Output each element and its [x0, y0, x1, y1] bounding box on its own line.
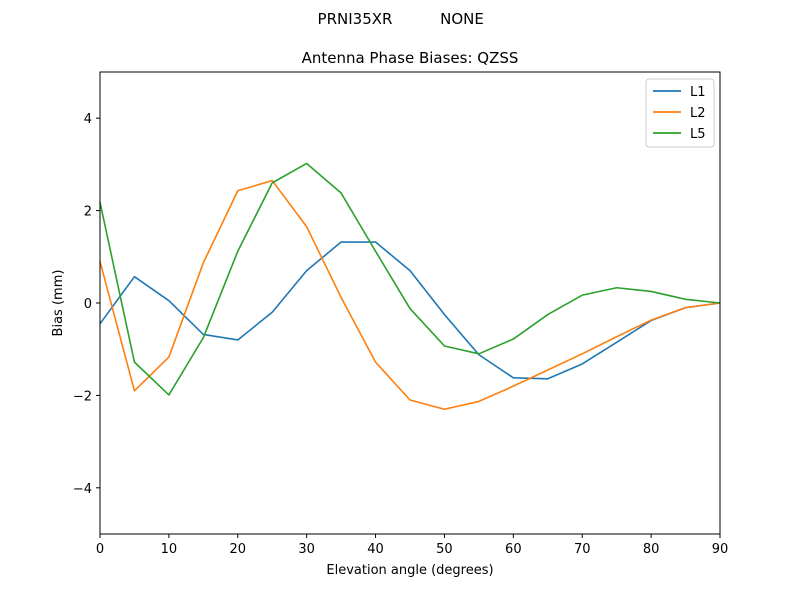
plot-lines	[99, 162, 721, 411]
series-line-l5	[99, 162, 721, 396]
x-tick-label: 70	[574, 542, 591, 557]
plot-frame	[99, 71, 721, 535]
series-line-l2	[99, 179, 721, 411]
x-tick-label: 10	[161, 542, 178, 557]
x-tick-label: 50	[436, 542, 453, 557]
chart-header-radome: NONE	[440, 10, 484, 28]
series-line-l1	[99, 241, 721, 380]
x-tick-label: 90	[712, 542, 729, 557]
y-tick-label: 0	[84, 297, 92, 312]
x-tick-label: 60	[505, 542, 522, 557]
x-tick-label: 20	[230, 542, 247, 557]
legend-label-l1: L1	[690, 85, 706, 100]
chart-header-antenna: PRNI35XR	[318, 10, 393, 28]
y-tick-label: −2	[73, 389, 92, 404]
x-axis-label: Elevation angle (degrees)	[326, 563, 493, 578]
y-tick-label: 4	[84, 112, 92, 127]
x-tick-label: 80	[643, 542, 660, 557]
legend-label-l5: L5	[690, 127, 706, 142]
legend-box	[645, 78, 715, 148]
y-tick-label: −4	[73, 482, 92, 497]
chart-title: Antenna Phase Biases: QZSS	[302, 49, 519, 67]
legend-label-l2: L2	[690, 106, 706, 121]
y-axis: −4 −2 0 2 4	[73, 112, 100, 497]
y-tick-label: 2	[84, 205, 92, 220]
legend: L1 L2 L5	[645, 78, 715, 148]
x-tick-label: 0	[96, 542, 104, 557]
y-axis-label: Bias (mm)	[51, 270, 66, 337]
x-tick-label: 40	[367, 542, 384, 557]
x-tick-label: 30	[298, 542, 315, 557]
x-axis: 0 10 20 30 40 50 60 70 80 90	[96, 534, 728, 557]
